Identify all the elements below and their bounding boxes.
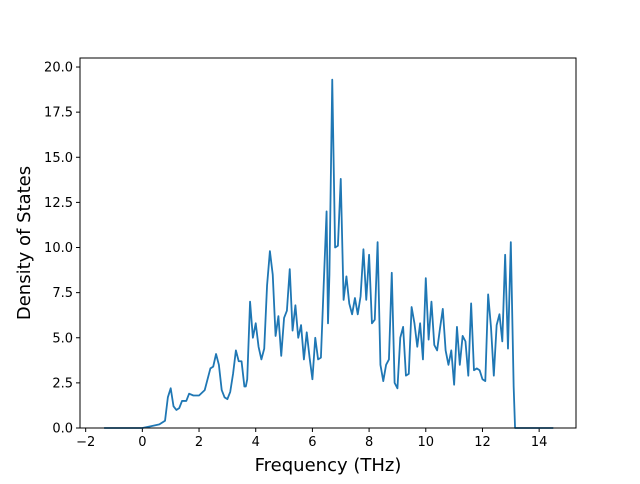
x-tick-label: 8 <box>365 435 373 450</box>
x-axis-label: Frequency (THz) <box>255 455 402 476</box>
y-tick-label: 7.5 <box>52 286 73 301</box>
x-tick-label: 14 <box>531 435 548 450</box>
series-line-0 <box>104 78 554 429</box>
series-layer <box>104 78 554 429</box>
y-axis-label: Density of States <box>14 166 35 320</box>
y-tick-label: 20.0 <box>44 61 73 76</box>
x-tick-label: 0 <box>138 435 146 450</box>
y-tick-label: 12.5 <box>44 196 73 211</box>
y-tick-label: 0.0 <box>52 422 73 437</box>
x-axis-ticks: −2 0 2 4 6 8 10 12 14 <box>76 428 547 450</box>
y-axis-ticks: 0.0 2.5 5.0 7.5 10.0 12.5 15.0 17.5 20.0 <box>44 61 80 437</box>
x-tick-label: 12 <box>474 435 491 450</box>
plot-area <box>80 58 576 428</box>
x-tick-label: 4 <box>252 435 260 450</box>
x-tick-label: 6 <box>308 435 316 450</box>
x-tick-label: −2 <box>76 435 95 450</box>
y-tick-label: 17.5 <box>44 106 73 121</box>
y-tick-label: 2.5 <box>52 376 73 391</box>
y-tick-label: 5.0 <box>52 331 73 346</box>
y-tick-label: 10.0 <box>44 241 73 256</box>
plot-frame <box>79 57 577 429</box>
x-tick-label: 10 <box>418 435 435 450</box>
x-tick-label: 2 <box>195 435 203 450</box>
y-tick-label: 15.0 <box>44 151 73 166</box>
